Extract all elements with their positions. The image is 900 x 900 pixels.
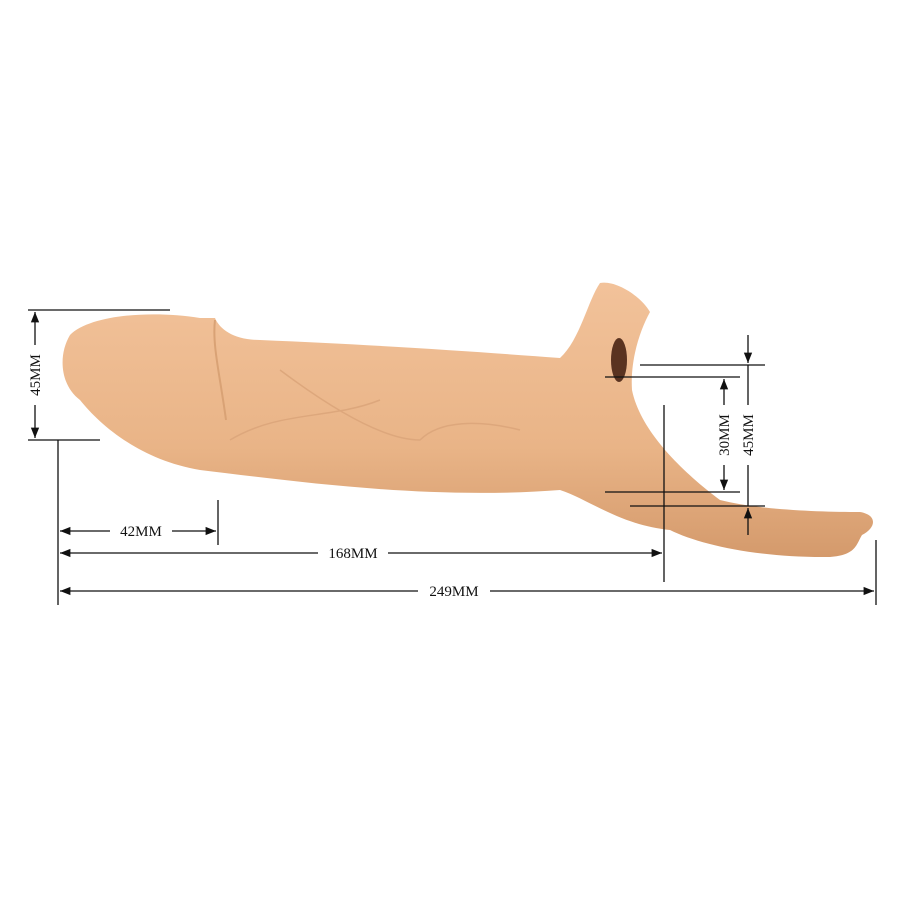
ring-inner-label: 30MM [717, 414, 733, 456]
head-length-label: 42MM [120, 524, 162, 540]
shaft-length-label: 168MM [328, 546, 377, 562]
product-shape [62, 282, 873, 558]
dimension-head-diameter: 45MM [27, 309, 170, 441]
ring-outer-label: 45MM [741, 414, 757, 456]
dimension-ring-inner: 30MM [605, 376, 740, 493]
dimension-ring-outer: 45MM [630, 335, 765, 535]
head-diameter-label: 45MM [28, 354, 44, 396]
ring-hole [611, 338, 627, 382]
total-length-label: 249MM [429, 584, 478, 600]
dimension-total-length: 249MM [60, 540, 877, 605]
dimension-shaft-length: 168MM [60, 405, 665, 582]
dimension-head-length: 42MM [60, 500, 219, 545]
